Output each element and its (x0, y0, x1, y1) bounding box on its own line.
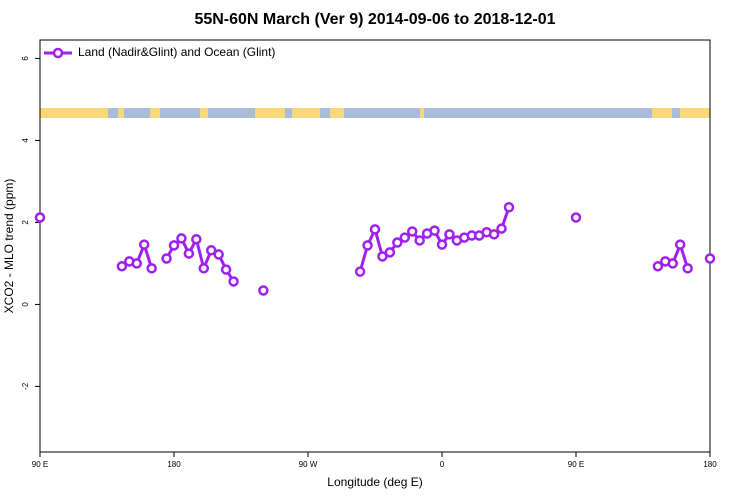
series-line (122, 207, 710, 281)
data-point (34, 212, 46, 223)
legend-label: Land (Nadir&Glint) and Ocean (Glint) (78, 45, 275, 59)
data-point (406, 226, 418, 237)
data-point (362, 240, 373, 251)
data-point (682, 263, 693, 274)
data-point (258, 285, 269, 296)
plot-frame (39, 39, 711, 453)
data-point (183, 248, 195, 259)
data-point (444, 229, 455, 240)
data-point (205, 245, 217, 256)
x-tick-label: 180 (167, 460, 181, 469)
data-point (369, 224, 381, 235)
data-point (674, 239, 686, 250)
data-point (704, 253, 716, 264)
data-point (429, 225, 440, 236)
data-point (503, 202, 515, 213)
data-point (667, 258, 679, 269)
data-point (176, 233, 187, 244)
y-tick-label: 4 (21, 138, 30, 143)
chart-title: 55N-60N March (Ver 9) 2014-09-06 to 2018… (194, 11, 555, 28)
data-point (384, 247, 396, 258)
data-point (161, 253, 172, 264)
x-tick-label: 90 E (568, 460, 584, 469)
data-point (198, 263, 210, 274)
data-point (220, 264, 232, 275)
data-point (131, 258, 143, 269)
data-point (146, 263, 157, 274)
data-point (436, 239, 448, 250)
data-point (138, 239, 150, 250)
data-point (414, 235, 425, 246)
data-point (496, 223, 507, 234)
data-point (652, 261, 664, 272)
x-tick-label: 180 (703, 460, 717, 469)
data-point (570, 212, 582, 223)
y-tick-label: 0 (21, 302, 30, 307)
data-point (213, 249, 224, 260)
data-point (116, 261, 128, 272)
y-tick-label: -2 (21, 382, 30, 390)
data-point (488, 229, 500, 240)
data-point (228, 276, 239, 287)
y-tick-label: 6 (21, 56, 30, 61)
data-point (168, 240, 180, 251)
data-point (191, 233, 202, 245)
x-tick-label: 90 E (32, 460, 48, 469)
data-point (392, 237, 403, 248)
y-axis-label: XCO2 - MLO trend (ppm) (2, 179, 16, 314)
data-point (377, 251, 388, 262)
legend-marker (52, 47, 64, 59)
map-strip (40, 108, 710, 118)
x-axis-label: Longitude (deg E) (327, 475, 422, 489)
x-tick-label: 0 (440, 460, 445, 469)
data-point (399, 232, 411, 243)
x-tick-label: 90 W (299, 460, 318, 469)
data-point (354, 266, 366, 277)
y-tick-label: 2 (21, 220, 30, 225)
